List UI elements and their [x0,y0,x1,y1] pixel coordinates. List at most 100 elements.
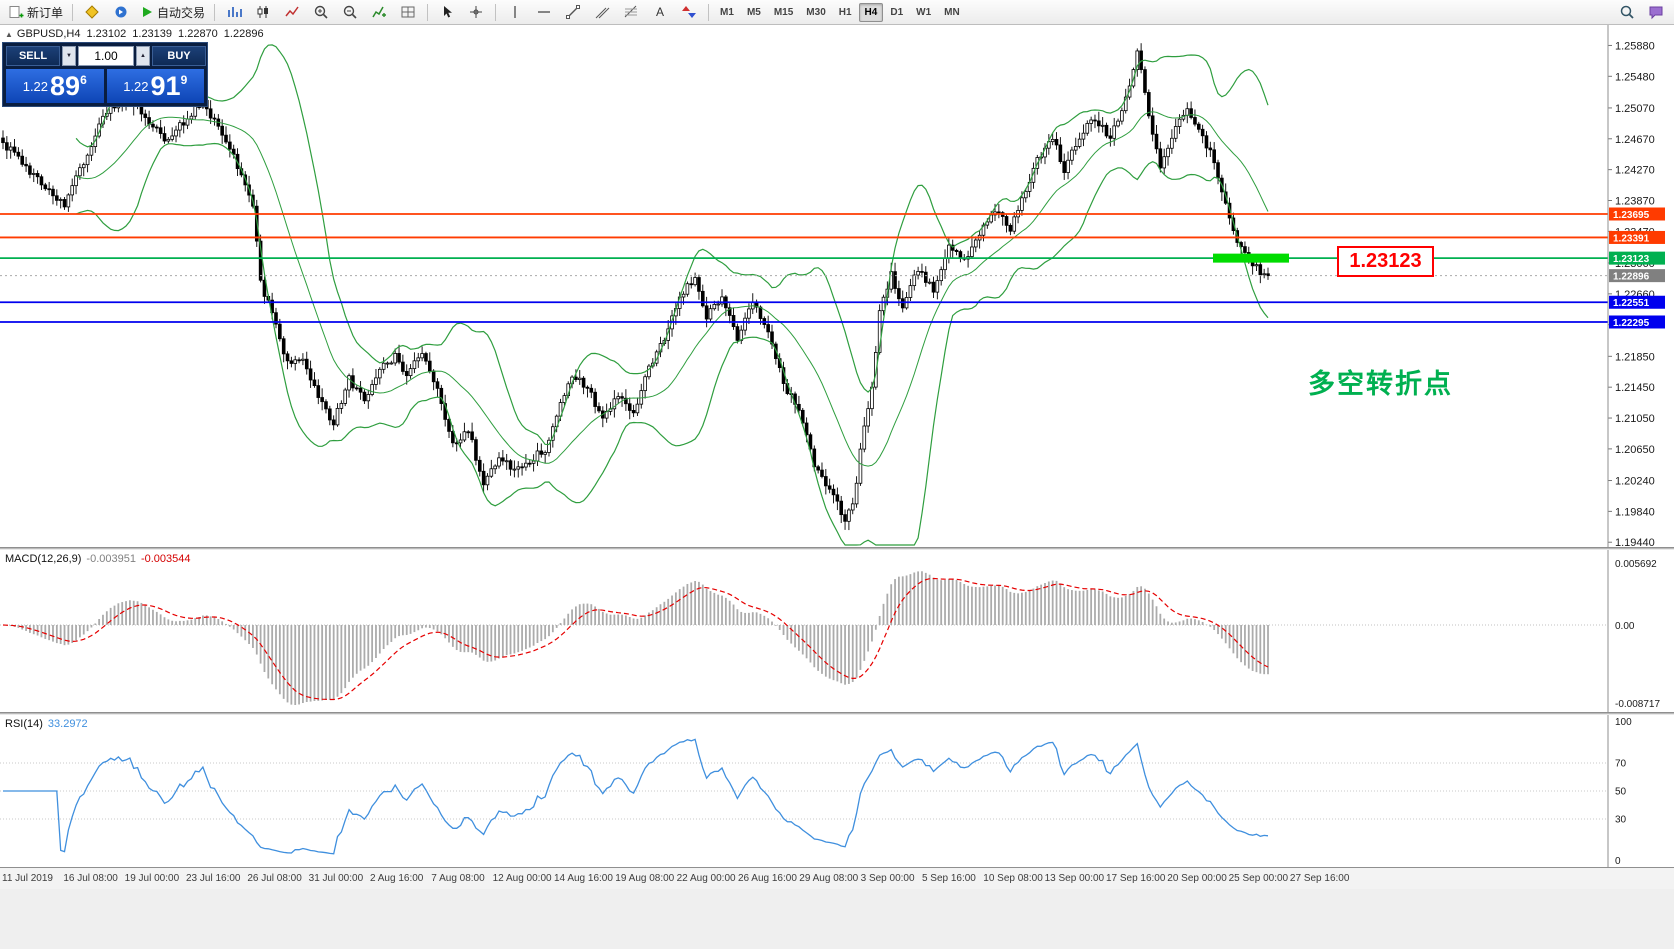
candle-body [185,118,190,126]
sell-price-display[interactable]: 1.22 89 6 [6,69,104,103]
candle-chart-mode-button[interactable] [249,1,277,23]
channel-tool-button[interactable] [588,1,616,23]
candle-body [1204,135,1209,149]
new-order-icon [9,6,24,18]
candle-body [366,394,371,402]
candle-body [912,274,917,287]
candle-body [1243,246,1247,253]
candle-body [927,281,932,284]
chat-icon [1649,6,1663,20]
new-order-button[interactable]: 新订单 [4,1,67,23]
candle-body [408,368,413,377]
time-axis[interactable]: 11 Jul 2019 16 Jul 08:00 19 Jul 00:00 23 Ju… [0,867,1674,889]
crosshair-icon [470,6,483,18]
candle-body [347,375,351,391]
zoom-in-button[interactable] [307,1,335,23]
candle-body [181,122,186,126]
timeframe-button-h4[interactable]: H4 [858,2,884,22]
date-label: 10 Sep 08:00 [983,873,1043,884]
open-value: 1.23102 [86,28,127,40]
cursor-tool-button[interactable] [433,1,461,23]
candle-body [743,317,747,331]
candle-body [520,466,524,469]
price-annotation-box[interactable]: 1.23123 [1337,246,1434,277]
candle-body [908,285,913,298]
arrows-tool-button[interactable] [675,1,703,23]
macd-axis-label: -0.008717 [1615,699,1660,710]
price-badge-label: 1.22896 [1613,272,1650,283]
price-badge [1609,295,1665,309]
timeframe-button-m5[interactable]: M5 [746,6,761,18]
candle-body [758,306,763,319]
candle-body [1108,135,1113,139]
timeframe-button-h1[interactable]: H1 [838,6,852,18]
macd-indicator-panel[interactable]: MACD(12,26,9) -0.003951 -0.003544 0.005692… [0,550,1674,712]
panel-splitter[interactable] [0,547,1674,550]
candle-body [262,279,267,297]
timeframe-button-m30[interactable]: M30 [806,6,826,18]
candle-body [947,244,951,259]
vertical-line-tool-button[interactable] [501,1,529,23]
timeframe-button-m1[interactable]: M1 [720,6,734,18]
rsi-axis-top-label: 100 [1615,717,1632,728]
fibonacci-tool-button[interactable] [617,1,645,23]
refresh-button[interactable] [107,1,135,23]
line-chart-mode-button[interactable] [278,1,306,23]
refresh-icon [115,6,127,18]
timeframe-button-mn[interactable]: MN [944,6,960,18]
zoom-out-button[interactable] [336,1,364,23]
candle-body [16,151,21,157]
candle-body [862,425,867,450]
candle-body [316,385,321,398]
candle-body [635,403,640,414]
candle-body [831,488,836,496]
low-value: 1.22870 [178,28,218,40]
collapse-triangle-icon[interactable]: ▲ [5,30,13,39]
indicators-button[interactable] [365,1,393,23]
rsi-axis-bottom-label: 0 [1615,856,1621,867]
buy-price-display[interactable]: 1.22 91 9 [106,69,204,103]
date-label: 29 Aug 08:00 [799,873,859,884]
candle-body [24,163,28,167]
candle-body [1166,147,1170,158]
candle-body [70,185,75,196]
text-tool-button[interactable]: A [646,1,674,23]
autotrading-button[interactable]: 自动交易 [136,1,209,23]
crosshair-tool-button[interactable] [462,1,490,23]
buy-button[interactable]: BUY [152,46,206,66]
date-label: 7 Aug 08:00 [431,873,485,884]
candle-body [293,359,298,364]
candle-body [285,353,290,362]
timeframe-button-m15[interactable]: M15 [773,6,794,18]
candle-body [1150,115,1155,135]
panel-splitter[interactable] [0,712,1674,715]
timeframe-button-d1[interactable]: D1 [890,6,904,18]
volume-increase-button[interactable]: ▲ [136,46,150,66]
profiles-button[interactable] [78,1,106,23]
candle-body [393,353,397,364]
timeframe-button-w1[interactable]: W1 [916,6,932,18]
trendline-tool-button[interactable] [559,1,587,23]
price-badge-label: 1.23391 [1613,233,1650,244]
search-button[interactable] [1613,1,1641,23]
candle-body [858,448,863,484]
bar-chart-mode-button[interactable] [220,1,248,23]
candle-body [416,357,421,362]
volume-input[interactable] [78,46,134,66]
volume-decrease-button[interactable]: ▼ [62,46,76,66]
horizontal-line-tool-button[interactable] [530,1,558,23]
candle-body [12,146,17,153]
sell-button[interactable]: SELL [6,46,60,66]
tile-windows-button[interactable] [394,1,422,23]
date-label: 14 Aug 16:00 [553,873,613,884]
candle-body [1123,96,1128,112]
candle-body [816,466,820,471]
candle-body [1189,108,1193,118]
candle-body [797,403,801,411]
chat-button[interactable] [1642,1,1670,23]
turning-point-text-annotation[interactable]: 多空转折点 [1308,369,1453,399]
rsi-indicator-panel[interactable]: RSI(14) 33.2972 70 50 30 100 0 [0,715,1674,867]
main-chart-panel[interactable]: 1.25880 1.25480 1.25070 1.24670 1.24270 1.238… [0,25,1674,547]
candle-body [581,377,586,388]
candle-body [881,296,886,312]
